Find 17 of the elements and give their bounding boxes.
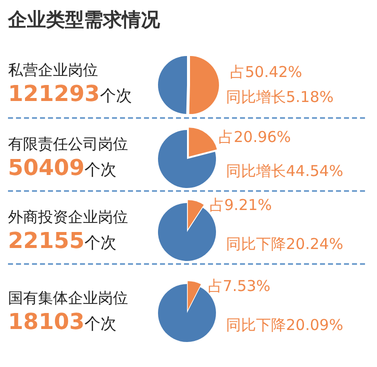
- text: 50409个次: [8, 156, 117, 181]
- text: 同比增长44.54%: [226, 162, 344, 180]
- text: 同比下降20.24%: [226, 235, 344, 253]
- data-label: 占7.53%: [208, 276, 270, 295]
- data-label: 占20.96%: [218, 128, 291, 146]
- text: 同比增长5.18%: [226, 88, 334, 106]
- data-label: 占50.42%: [230, 63, 302, 81]
- text: 国有集体企业岗位: [8, 289, 128, 307]
- text: 有限责任公司岗位: [8, 135, 128, 153]
- chart-title: 企业类型需求情况: [7, 9, 161, 31]
- text: 18103个次: [8, 310, 117, 335]
- text: 同比下降20.09%: [226, 316, 344, 334]
- text: 私营企业岗位: [8, 61, 98, 79]
- data-label: 占9.21%: [209, 196, 272, 214]
- text: 外商投资企业岗位: [8, 208, 128, 226]
- text: 22155个次: [8, 229, 117, 254]
- text: 121293个次: [8, 82, 132, 107]
